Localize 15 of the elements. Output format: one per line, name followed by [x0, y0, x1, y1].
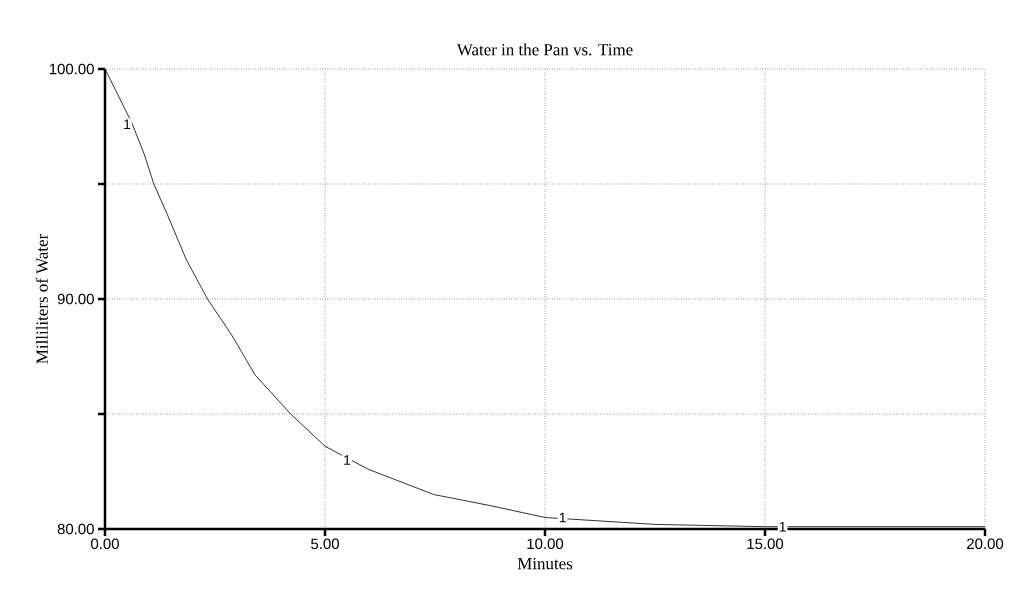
x-tick-label: 15.00	[747, 538, 784, 550]
y-tick-label: 100.00	[49, 63, 94, 75]
x-axis-title: Minutes	[517, 557, 573, 570]
annotation: 1	[779, 521, 786, 532]
y-tick-label: 80.00	[57, 523, 94, 535]
y-axis-title: Milliliters of Water	[35, 233, 48, 364]
x-tick-label: 0.00	[91, 538, 119, 550]
x-tick-label: 10.00	[527, 538, 564, 550]
x-tick-label: 5.00	[311, 538, 339, 550]
y-tick-label: 90.00	[57, 293, 94, 305]
annotation: 1	[124, 119, 131, 129]
chart-title: Water in the Pan vs. Time	[456, 43, 633, 56]
annotation: 1	[344, 455, 351, 465]
annotation: 1	[559, 512, 566, 523]
x-tick-label: 20.00	[967, 538, 1004, 550]
